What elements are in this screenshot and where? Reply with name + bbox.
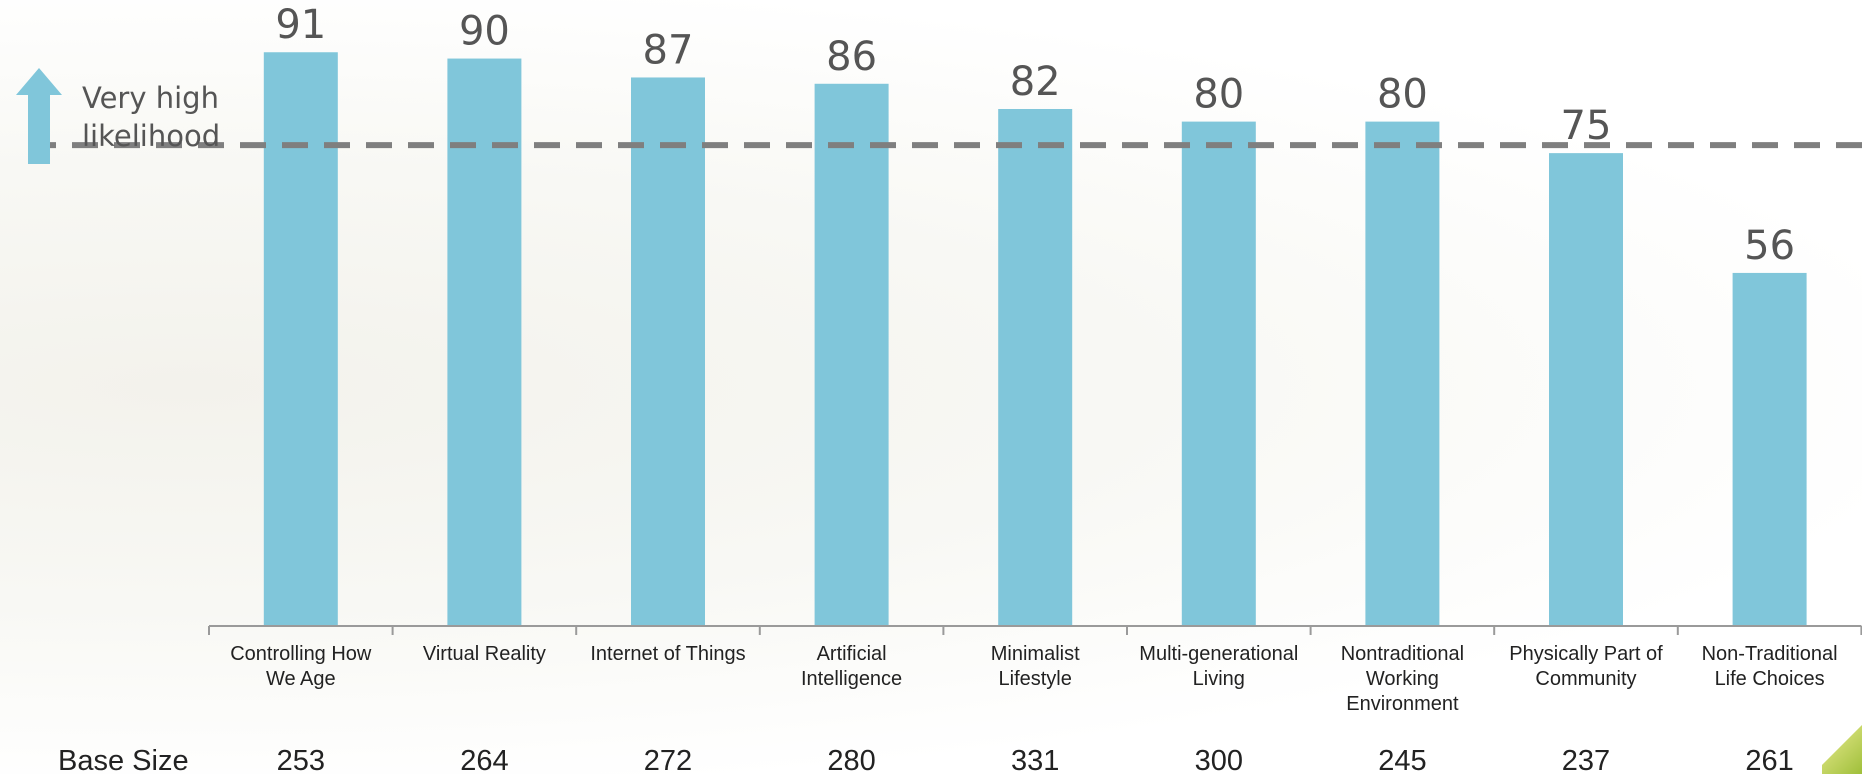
bar-4	[814, 83, 889, 626]
base-size-value-3: 272	[644, 745, 692, 774]
data-label-4: 86	[826, 34, 877, 80]
base-size-value-9: 261	[1745, 745, 1793, 774]
bar-3	[631, 77, 705, 627]
category-label-8: Physically Part of Community	[1509, 643, 1663, 690]
base-size-value-4: 280	[827, 745, 875, 774]
decorative-leaf	[1822, 724, 1862, 774]
bar-8	[1549, 153, 1623, 626]
data-label-7: 80	[1377, 72, 1428, 118]
data-label-6: 80	[1193, 72, 1244, 118]
category-label-9: Non-Traditional Life Choices	[1702, 643, 1838, 690]
bar-6	[1181, 121, 1256, 626]
category-label-1: Controlling How We Age	[230, 643, 372, 690]
base-size-value-2: 264	[460, 745, 508, 774]
category-label-7: Nontraditional Working Environment	[1341, 643, 1464, 715]
base-size-value-7: 245	[1378, 745, 1426, 774]
data-label-3: 87	[643, 27, 694, 73]
category-label-2: Virtual Reality	[423, 643, 546, 665]
category-label-4: Artificial Intelligence	[801, 643, 902, 690]
arrow-up-icon	[16, 68, 62, 164]
base-size-title: Base Size	[58, 745, 189, 774]
category-label-5: Minimalist Lifestyle	[991, 643, 1080, 690]
bar-5	[998, 108, 1073, 627]
bar-7	[1365, 121, 1440, 626]
data-label-2: 90	[459, 9, 510, 55]
base-size-value-5: 331	[1011, 745, 1059, 774]
data-label-5: 82	[1010, 59, 1061, 105]
bar-2	[447, 58, 522, 627]
data-label-9: 56	[1744, 223, 1795, 269]
base-size-value-1: 253	[277, 745, 325, 774]
base-size-value-8: 237	[1562, 745, 1610, 774]
data-label-1: 91	[275, 2, 326, 48]
bar-9	[1732, 272, 1807, 626]
bar-1	[263, 52, 338, 627]
category-label-6: Multi-generational Living	[1139, 643, 1298, 690]
category-label-3: Internet of Things	[590, 643, 745, 665]
data-label-8: 75	[1561, 103, 1612, 149]
base-size-value-6: 300	[1195, 745, 1243, 774]
threshold-label: Very high likelihood	[82, 81, 220, 153]
